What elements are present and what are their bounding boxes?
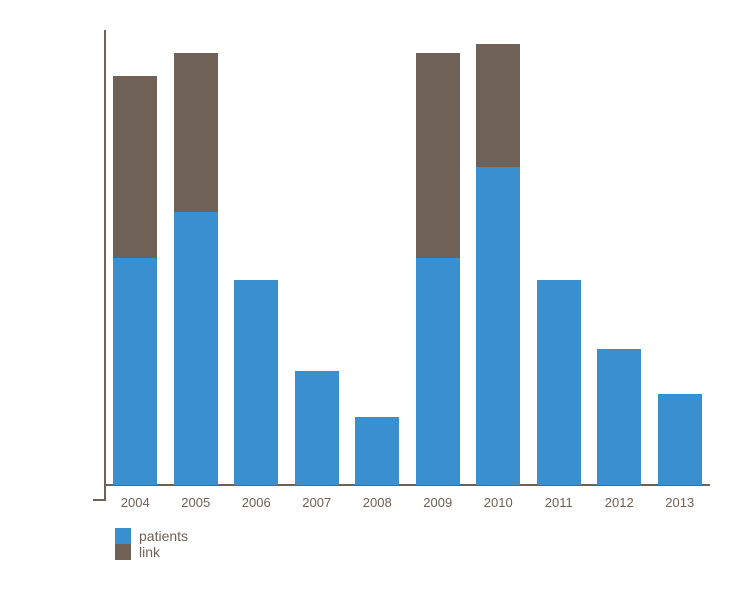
legend-label: link — [139, 544, 160, 560]
x-tick-label: 2010 — [484, 495, 513, 510]
bar-series-a — [355, 417, 399, 485]
bar-series-a — [537, 280, 581, 485]
x-tick-label: 2008 — [363, 495, 392, 510]
bar-series-a — [416, 258, 460, 486]
bar-series-a — [476, 167, 520, 486]
bar-series-a — [658, 394, 702, 485]
legend-label: patients — [139, 528, 188, 544]
x-tick-label: 2004 — [121, 495, 150, 510]
legend-item: patients — [115, 528, 188, 544]
legend-swatch — [115, 528, 131, 544]
bar-series-a — [295, 371, 339, 485]
legend-item: link — [115, 544, 188, 560]
plot-area — [105, 30, 710, 485]
bar-series-a — [174, 212, 218, 485]
x-tick-label: 2007 — [302, 495, 331, 510]
legend-swatch — [115, 544, 131, 560]
x-tick-label: 2011 — [545, 495, 573, 510]
legend: patientslink — [115, 528, 188, 560]
x-tick-label: 2005 — [181, 495, 210, 510]
bar-series-a — [113, 258, 157, 486]
x-tick-label: 2009 — [423, 495, 452, 510]
x-tick-label: 2012 — [605, 495, 634, 510]
bar-series-a — [597, 349, 641, 486]
bar-series-a — [234, 280, 278, 485]
x-tick-label: 2013 — [665, 495, 694, 510]
bar-chart: 01002003004005006007008009001000 2004200… — [0, 0, 730, 599]
x-tick-label: 2006 — [242, 495, 271, 510]
